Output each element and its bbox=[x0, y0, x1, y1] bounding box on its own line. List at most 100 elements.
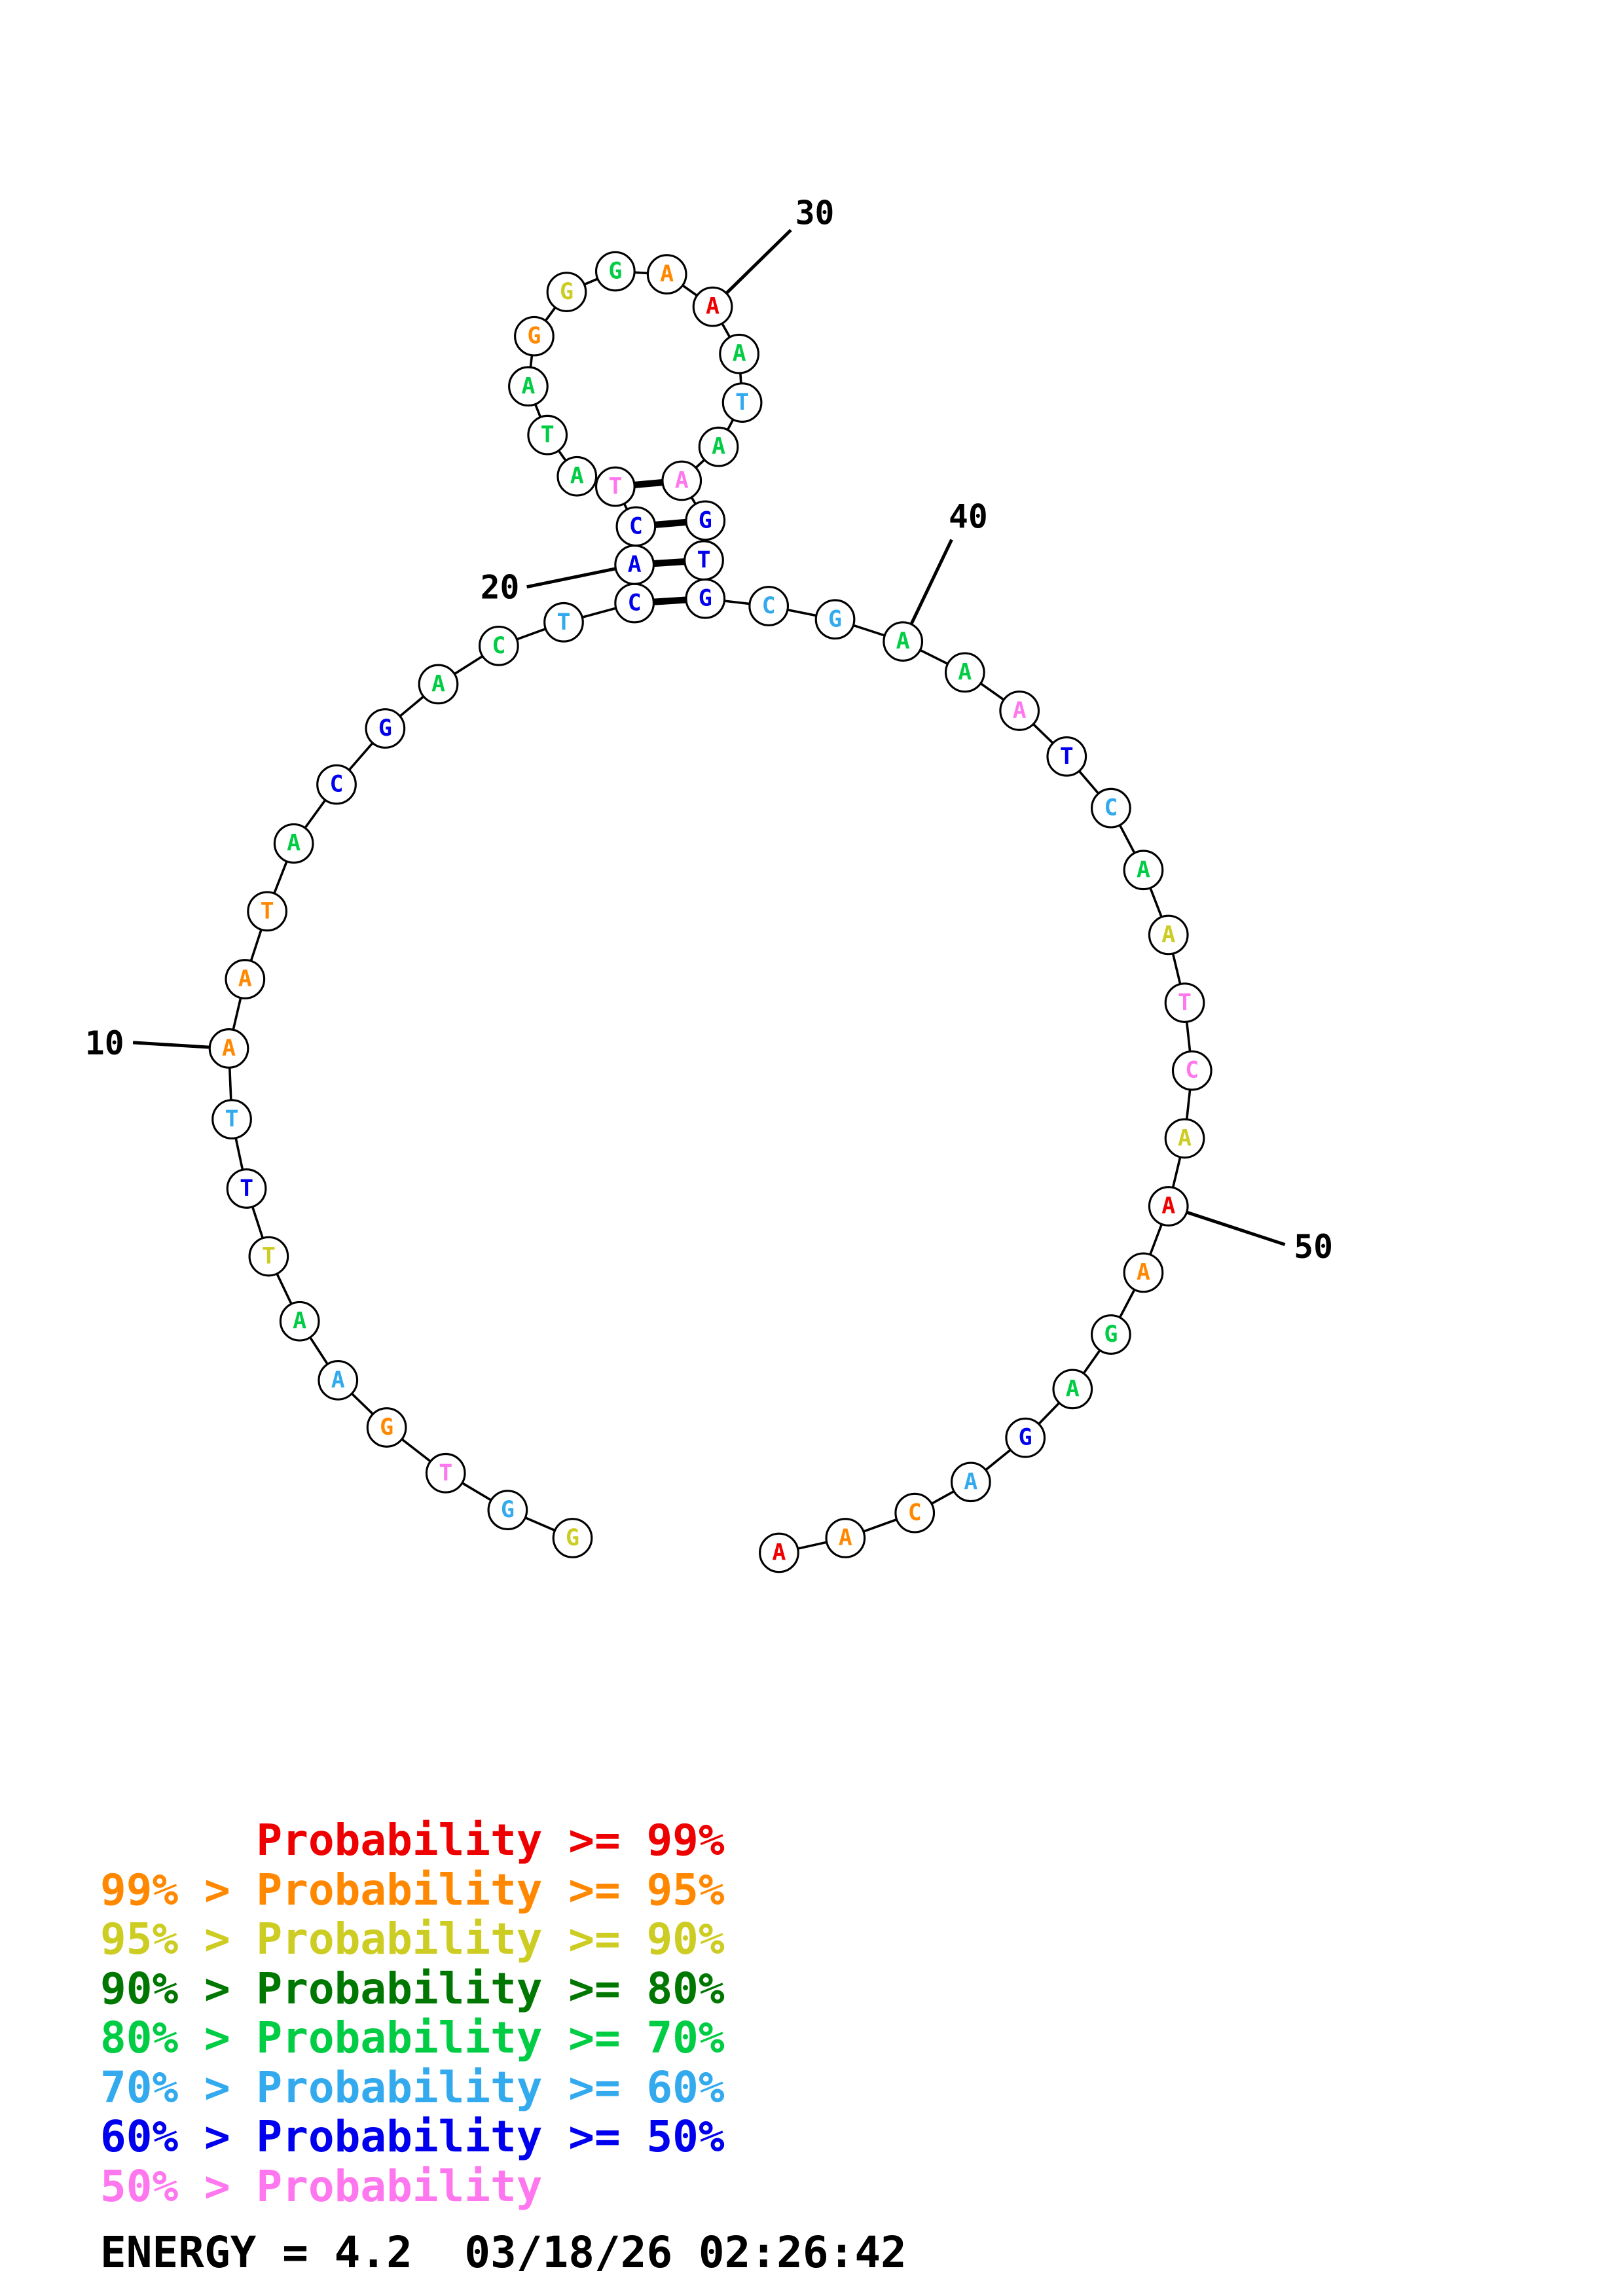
energy-line: ENERGY = 4.2 03/18/26 02:26:42 bbox=[100, 2227, 907, 2278]
nucleotide-base: A bbox=[1178, 1125, 1192, 1151]
nucleotide-base: A bbox=[772, 1539, 786, 1566]
nucleotide-base: A bbox=[896, 628, 910, 655]
position-pointer-line bbox=[1167, 1204, 1286, 1246]
nucleotide-base: A bbox=[1013, 698, 1027, 724]
nucleotide-circle bbox=[1171, 1050, 1213, 1091]
nucleotide-circle bbox=[487, 1490, 528, 1530]
nucleotide-circle bbox=[1123, 850, 1164, 891]
nucleotide-base: G bbox=[699, 586, 712, 612]
nucleotide-base: T bbox=[556, 609, 570, 636]
nucleotide-base: G bbox=[608, 259, 622, 285]
nucleotide-base: A bbox=[521, 373, 535, 399]
nucleotide-base: A bbox=[958, 659, 972, 685]
nucleotide-circle bbox=[365, 708, 406, 749]
nucleotide-circle bbox=[594, 466, 636, 507]
nucleotide-base: C bbox=[628, 590, 642, 616]
nucleotide-base: T bbox=[262, 1244, 276, 1270]
nucleotide-base: C bbox=[492, 633, 505, 659]
nucleotide-base: C bbox=[908, 1500, 922, 1526]
nucleotide-base: A bbox=[964, 1469, 977, 1495]
nucleotide-circle bbox=[646, 254, 687, 295]
legend-item: 80% > Probability >= 70% bbox=[100, 2013, 725, 2063]
nucleotide-circle bbox=[759, 1532, 799, 1573]
nucleotide-circle bbox=[894, 1492, 936, 1534]
nucleotide-base: C bbox=[330, 772, 344, 798]
nucleotide-circle bbox=[208, 1028, 249, 1069]
nucleotide-base: G bbox=[566, 1525, 579, 1551]
nucleotide-base: T bbox=[1060, 744, 1074, 770]
nucleotide-circle bbox=[999, 691, 1040, 731]
nucleotide-circle bbox=[883, 621, 924, 662]
nucleotide-base: T bbox=[1178, 990, 1192, 1016]
nucleotide-circle bbox=[944, 652, 985, 693]
nucleotide-circle bbox=[1164, 982, 1205, 1023]
nucleotide-circle bbox=[478, 625, 519, 666]
nucleotide-circle bbox=[748, 586, 790, 626]
nucleotide-base: A bbox=[628, 552, 642, 578]
position-label: 10 bbox=[85, 1024, 124, 1062]
nucleotide-circle bbox=[318, 1359, 359, 1401]
nucleotide-circle bbox=[1091, 787, 1131, 829]
nucleotide-circle bbox=[211, 1099, 252, 1139]
nucleotide-base: A bbox=[712, 434, 725, 460]
nucleotide-base: G bbox=[1104, 1321, 1118, 1348]
nucleotide-circle bbox=[1046, 736, 1087, 777]
nucleotide-circle bbox=[247, 891, 287, 932]
legend-item: 70% > Probability >= 60% bbox=[100, 2062, 725, 2113]
nucleotide-circle bbox=[661, 460, 702, 501]
nucleotide-base: G bbox=[378, 715, 392, 742]
nucleotide-base: A bbox=[675, 467, 689, 493]
nucleotide-base: A bbox=[706, 294, 720, 320]
nucleotide-base: A bbox=[287, 831, 301, 857]
nucleotide-base: C bbox=[629, 513, 643, 539]
nucleotide-circle bbox=[366, 1407, 407, 1448]
nucleotide-circle bbox=[692, 286, 733, 327]
nucleotide-base: T bbox=[608, 474, 622, 500]
nucleotide-circle bbox=[685, 500, 726, 541]
probability-legend: Probability >= 99% 99% > Probability >= … bbox=[100, 1816, 725, 2211]
nucleotide-base: G bbox=[699, 507, 712, 533]
nucleotide-circle bbox=[543, 601, 584, 643]
nucleotide-circle bbox=[719, 333, 759, 374]
legend-item: Probability >= 99% bbox=[100, 1815, 725, 1865]
nucleotide-base: G bbox=[380, 1414, 393, 1441]
nucleotide-circle bbox=[1005, 1417, 1046, 1458]
position-label: 50 bbox=[1294, 1228, 1333, 1266]
nucleotide-circle bbox=[814, 599, 856, 640]
nucleotide-circle bbox=[316, 764, 357, 805]
nucleotide-base: A bbox=[431, 671, 445, 697]
nucleotide-circle bbox=[825, 1518, 866, 1558]
nucleotide-circle bbox=[721, 382, 763, 423]
nucleotide-circle bbox=[226, 1168, 267, 1209]
nucleotide-circle bbox=[1148, 914, 1189, 956]
position-label: 40 bbox=[949, 498, 988, 536]
nucleotide-circle bbox=[248, 1236, 289, 1277]
nucleotide-circle bbox=[1164, 1118, 1205, 1159]
nucleotide-base: C bbox=[1104, 795, 1118, 821]
nucleotide-circle bbox=[225, 959, 266, 999]
nucleotide-circle bbox=[279, 1300, 320, 1342]
nucleotide-circle bbox=[1091, 1314, 1131, 1355]
nucleotide-circle bbox=[508, 366, 549, 407]
nucleotide-base: A bbox=[331, 1367, 345, 1393]
nucleotide-base: A bbox=[1137, 857, 1150, 883]
nucleotide-base: A bbox=[660, 261, 674, 287]
nucleotide-base: A bbox=[1161, 922, 1175, 948]
nucleotide-base: G bbox=[527, 323, 541, 350]
legend-item: 50% > Probability bbox=[100, 2161, 543, 2212]
nucleotide-base: C bbox=[762, 593, 776, 619]
nucleotide-base: G bbox=[560, 279, 574, 305]
nucleotide-circle bbox=[556, 456, 598, 497]
nucleotide-base: T bbox=[225, 1106, 239, 1132]
nucleotide-base: A bbox=[238, 966, 252, 992]
nucleotide-circle bbox=[425, 1452, 466, 1494]
nucleotide-base: T bbox=[439, 1460, 452, 1486]
position-label: 20 bbox=[481, 569, 520, 607]
nucleotide-circle bbox=[552, 1518, 593, 1558]
nucleotide-base: A bbox=[1066, 1376, 1080, 1402]
legend-item: 60% > Probability >= 50% bbox=[100, 2111, 725, 2162]
nucleotide-base: A bbox=[839, 1525, 852, 1551]
nucleotide-circle bbox=[1052, 1369, 1093, 1410]
